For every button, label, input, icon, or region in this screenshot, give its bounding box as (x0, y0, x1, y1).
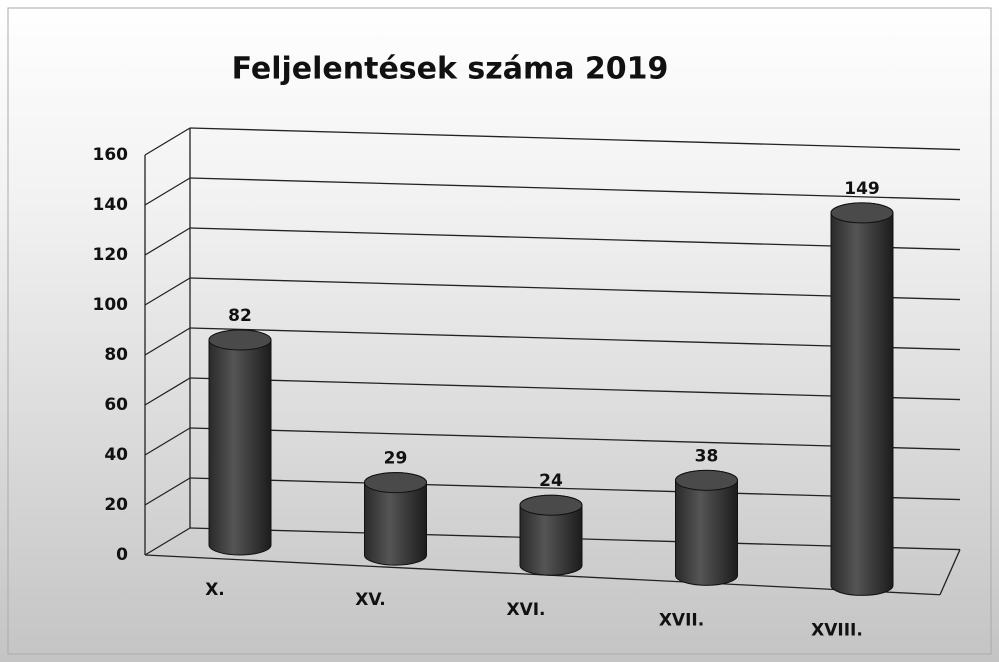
y-tick-label: 80 (104, 345, 128, 365)
value-label: 24 (539, 471, 563, 491)
y-tick-label: 120 (93, 245, 129, 265)
side-grid-line (144, 377, 191, 406)
y-tick-label: 40 (104, 445, 128, 465)
x-tick-label: XVIII. (811, 620, 863, 640)
side-grid-line (144, 277, 191, 306)
x-tick-label: XVII. (659, 610, 704, 630)
y-tick-label: 100 (93, 295, 129, 315)
grid-line (189, 127, 961, 151)
chart-title: Feljelentések száma 2019 (232, 52, 669, 87)
frame (7, 7, 992, 655)
side-grid-line (144, 477, 191, 506)
bar-cap (208, 329, 272, 351)
x-tick-label: XVI. (506, 600, 545, 620)
side-grid-line (144, 527, 191, 556)
side-grid-line (144, 427, 191, 456)
floor-edge (939, 549, 961, 596)
side-grid-line (144, 177, 191, 206)
bar (208, 329, 272, 556)
y-tick-label: 160 (93, 145, 129, 165)
bar-cap (830, 202, 894, 224)
value-label: 82 (228, 306, 252, 326)
value-label: 38 (695, 446, 719, 466)
side-grid-line (144, 127, 191, 156)
bar-cap (675, 469, 738, 491)
side-grid-line (144, 327, 191, 356)
y-tick-label: 140 (93, 195, 129, 215)
value-label: 29 (384, 449, 408, 469)
bar-cap (364, 472, 427, 494)
side-grid-line (144, 227, 191, 256)
y-tick-label: 20 (104, 495, 128, 515)
value-label: 149 (844, 179, 880, 199)
x-tick-label: X. (205, 580, 225, 600)
y-tick-label: 60 (104, 395, 128, 415)
x-tick-label: XV. (355, 590, 386, 610)
bar-cap (519, 494, 583, 516)
bar (830, 202, 894, 596)
grid-line (189, 177, 961, 201)
y-tick-label: 0 (116, 545, 128, 565)
